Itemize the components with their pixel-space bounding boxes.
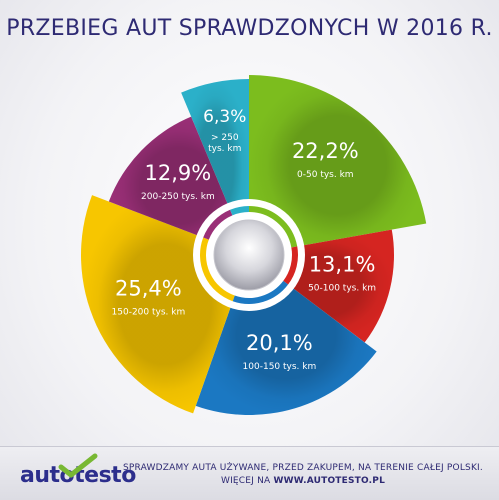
tagline-line-1: SPRAWDZAMY AUTA UŻYWANE, PRZED ZAKUPEM, … <box>123 463 483 473</box>
slice-category-label: 200-250 tys. km <box>141 192 215 202</box>
hub-ring-segment <box>283 246 298 285</box>
hub-ring-segment <box>232 280 289 304</box>
footer: autotesto SPRAWDZAMY AUTA UŻYWANE, PRZED… <box>0 446 499 500</box>
slice-value-label: 12,9% <box>145 161 212 185</box>
slice-value-label: 22,2% <box>292 139 359 163</box>
tagline-line-2: WIĘCEJ NA WWW.AUTOTESTO.PL <box>118 475 488 488</box>
slice-value-label: 6,3% <box>203 107 246 127</box>
hub-disc <box>213 219 285 291</box>
slice-category-label: 50-100 tys. km <box>308 283 376 293</box>
website-link[interactable]: WWW.AUTOTESTO.PL <box>273 476 386 486</box>
hub-ring-segment <box>203 209 233 240</box>
hub-ring-segment <box>230 206 250 216</box>
slice-category-label: 150-200 tys. km <box>112 308 186 318</box>
slice-value-label: 20,1% <box>246 331 313 355</box>
slice-category-label: > 250 <box>211 133 239 143</box>
footer-tagline: SPRAWDZAMY AUTA UŻYWANE, PRZED ZAKUPEM, … <box>118 462 488 488</box>
chart-title: PRZEBIEG AUT SPRAWDZONYCH W 2016 R. <box>6 16 493 41</box>
slice-category-label: tys. km <box>208 144 241 154</box>
hub-ring-segment <box>248 206 298 248</box>
pie-slice-shade <box>249 75 427 255</box>
slice-value-label: 25,4% <box>115 277 182 301</box>
tagline-prefix: WIĘCEJ NA <box>220 476 271 486</box>
slice-category-label: 100-150 tys. km <box>243 362 317 372</box>
slice-category-label: 0-50 tys. km <box>297 170 354 180</box>
checkmark-icon <box>58 453 98 478</box>
slice-value-label: 13,1% <box>309 252 376 276</box>
hub-ring-segment <box>200 237 235 302</box>
